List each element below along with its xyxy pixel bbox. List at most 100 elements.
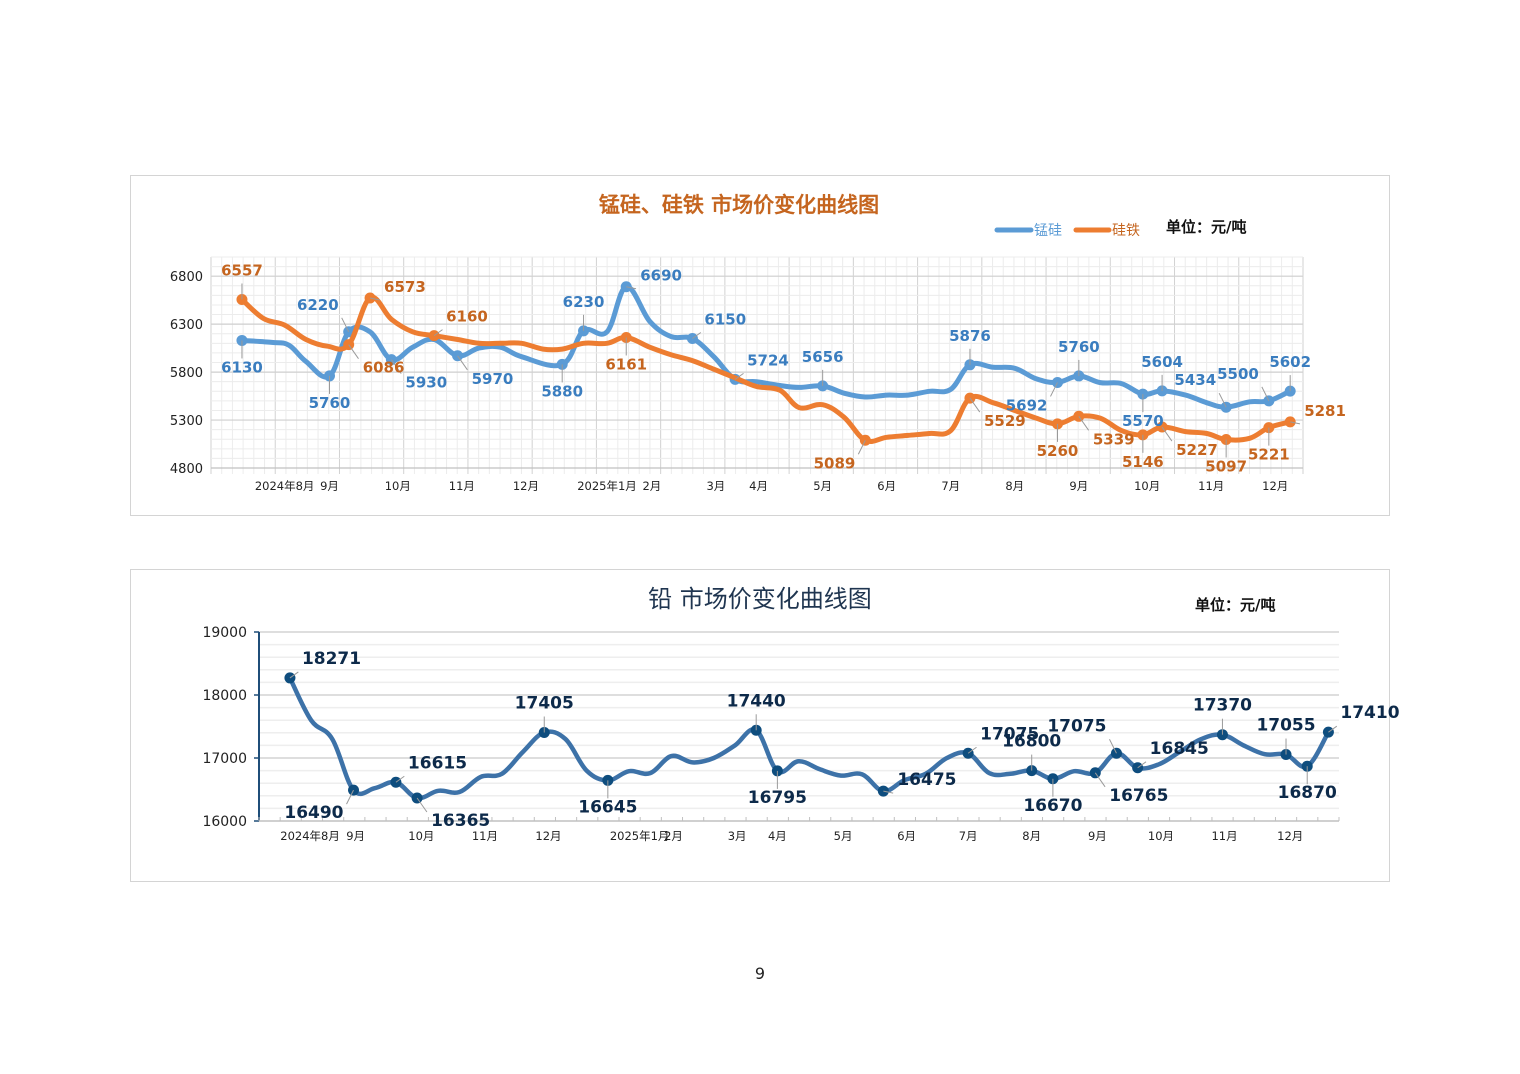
- data-label: 5260: [1037, 442, 1079, 460]
- x-tick-label: 6月: [877, 479, 896, 493]
- data-label: 5760: [1058, 338, 1100, 356]
- data-point-marker: [1047, 773, 1059, 785]
- data-point-marker: [1132, 762, 1144, 774]
- leader-line: [369, 297, 380, 301]
- data-label: 17405: [515, 693, 574, 713]
- leader-line: [967, 746, 977, 754]
- data-point-marker: [771, 765, 783, 777]
- y-tick-label: 17000: [202, 751, 247, 767]
- page-number: 9: [754, 964, 766, 983]
- x-tick-label: 8月: [1005, 479, 1024, 493]
- leader-line: [1137, 761, 1147, 769]
- leader-line: [348, 344, 359, 359]
- x-tick-label: 10月: [385, 479, 411, 493]
- data-label: 5227: [1176, 441, 1218, 459]
- data-label: 16845: [1150, 739, 1209, 759]
- leader-line: [883, 790, 894, 794]
- series-line-2: [239, 294, 1293, 444]
- data-label: 6557: [221, 261, 263, 279]
- data-label: 6130: [221, 358, 263, 376]
- x-tick-label: 9月: [320, 479, 339, 493]
- chart-title: 锰硅、硅铁 市场价变化曲线图: [599, 193, 879, 217]
- data-label: 5221: [1248, 446, 1290, 464]
- leader-line: [1094, 772, 1106, 788]
- unit-label: 单位：元/吨: [1195, 596, 1275, 614]
- series-line-1: [239, 284, 1293, 410]
- series-layer: [284, 672, 1334, 804]
- data-point-marker: [284, 672, 296, 684]
- leader-line: [416, 797, 428, 813]
- data-label: 5930: [405, 374, 447, 392]
- x-tick-label: 3月: [728, 829, 747, 843]
- data-label: 5146: [1122, 453, 1164, 471]
- x-tick-label: 5月: [813, 479, 832, 493]
- leader-line: [692, 332, 702, 339]
- data-label: 17410: [1340, 703, 1399, 723]
- data-labels: 18271 16490 16615 16365 17405 16645 17440 16795…: [284, 649, 1399, 831]
- data-label: 17370: [1193, 696, 1252, 716]
- data-labels: 6130 5760 6220 5930 5970 5880 6230 6690 6150 5724…: [221, 261, 1346, 475]
- x-tick-label: 3月: [706, 479, 725, 493]
- series-layer: [236, 281, 1296, 446]
- x-tick-label: 10月: [408, 829, 434, 843]
- leader-line: [1261, 386, 1270, 402]
- data-point-marker: [962, 747, 974, 759]
- data-label: 18271: [302, 649, 361, 669]
- data-label: 5529: [984, 412, 1026, 430]
- leader-line: [1328, 725, 1338, 733]
- data-label: 16765: [1109, 786, 1168, 806]
- chart-title: 铅 市场价变化曲线图: [648, 585, 872, 613]
- data-point-marker: [602, 774, 614, 786]
- data-label: 17075: [980, 724, 1039, 744]
- data-label: 5604: [1141, 353, 1183, 371]
- leader-line: [626, 286, 637, 290]
- x-tick-label: 6月: [897, 829, 916, 843]
- x-tick-label: 2月: [664, 829, 683, 843]
- data-label: 6160: [446, 308, 488, 326]
- y-tick-label: 6800: [170, 270, 203, 285]
- y-tick-label: 4800: [170, 462, 203, 477]
- data-point-marker: [750, 724, 762, 736]
- y-tick-label: 5800: [170, 366, 203, 381]
- data-label: 6086: [363, 359, 405, 377]
- leader-line: [289, 671, 299, 679]
- data-label: 6690: [640, 267, 682, 285]
- data-label: 16795: [748, 788, 807, 808]
- data-label: 5760: [309, 394, 351, 412]
- leader-line: [457, 355, 468, 371]
- x-tick-label: 4月: [749, 479, 768, 493]
- y-tick-label: 5300: [170, 414, 203, 429]
- leader-line: [433, 329, 443, 337]
- data-point-marker: [1263, 395, 1275, 407]
- x-tick-label: 11月: [449, 479, 475, 493]
- x-tick-label: 12月: [535, 829, 561, 843]
- data-point-marker: [236, 293, 248, 305]
- y-axis: 16000 17000 18000 19000: [202, 625, 260, 830]
- leader-line: [346, 789, 354, 805]
- data-label: 5434: [1174, 371, 1216, 389]
- x-tick-label: 7月: [959, 829, 978, 843]
- leader-line: [1161, 426, 1173, 442]
- data-point-marker: [1280, 749, 1292, 761]
- gridlines: [259, 631, 1339, 822]
- x-tick-label: 8月: [1022, 829, 1041, 843]
- data-point-marker: [1110, 747, 1122, 759]
- leader-line: [395, 775, 405, 783]
- x-tick-label: 11月: [472, 829, 498, 843]
- data-point-marker: [1073, 410, 1085, 422]
- leader-line: [390, 359, 402, 374]
- data-label: 6161: [605, 355, 647, 373]
- data-label: 5339: [1093, 430, 1135, 448]
- data-label: 5089: [814, 454, 856, 472]
- data-point-marker: [343, 339, 355, 351]
- data-label: 16490: [284, 803, 343, 823]
- x-tick-label: 12月: [1277, 829, 1303, 843]
- lead-chart-panel: 铅 市场价变化曲线图 单位：元/吨 16000 17000 18000 19000 2…: [130, 569, 1400, 882]
- data-label: 5500: [1217, 365, 1259, 383]
- x-tick-label: 9月: [1088, 829, 1107, 843]
- mn-si-fe-si-chart-panel: 锰硅、硅铁 市场价变化曲线图 锰硅 硅铁 单位：元/吨 4800 5300 5800…: [130, 175, 1390, 516]
- x-tick-label: 2024年8月: [255, 479, 315, 493]
- x-tick-label: 9月: [1069, 479, 1088, 493]
- x-tick-label: 2025年1月: [577, 479, 637, 493]
